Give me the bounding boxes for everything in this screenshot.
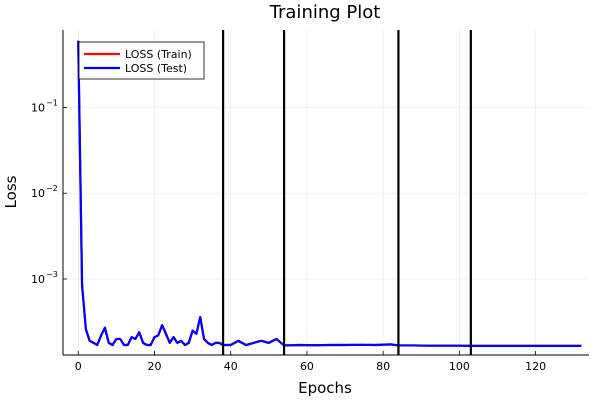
axes [62,30,589,356]
x-tick-label: 80 [376,360,390,373]
x-axis-label: Epochs [298,379,352,397]
grid [63,30,589,355]
legend-label-train: LOSS (Train) [125,48,192,61]
legend-label-test: LOSS (Test) [125,62,187,75]
series-line-test [77,40,582,347]
legend: LOSS (Train) LOSS (Test) [78,41,205,80]
x-tick-label: 40 [224,360,238,373]
y-tick-label: 10 [31,101,45,114]
epoch-markers [221,30,472,355]
x-tick-label: 20 [147,360,161,373]
legend-box [78,41,205,80]
y-tick-label: 10 [31,187,45,200]
x-axis-ticks: 0 20 40 60 80 100 120 [75,351,546,373]
y-axis-ticks: 10−310−210−1 [31,98,67,286]
y-tick-exponent: −2 [46,184,58,193]
x-tick-label: 60 [300,360,314,373]
x-tick-label: 120 [525,360,546,373]
y-tick-exponent: −3 [46,270,58,279]
x-tick-label: 0 [75,360,82,373]
series-lines [77,40,582,347]
y-axis-label: Loss [2,175,20,208]
y-tick-label: 10 [31,273,45,286]
chart-title: Training Plot [269,2,381,23]
x-tick-label: 100 [449,360,470,373]
y-tick-exponent: −1 [46,98,58,107]
